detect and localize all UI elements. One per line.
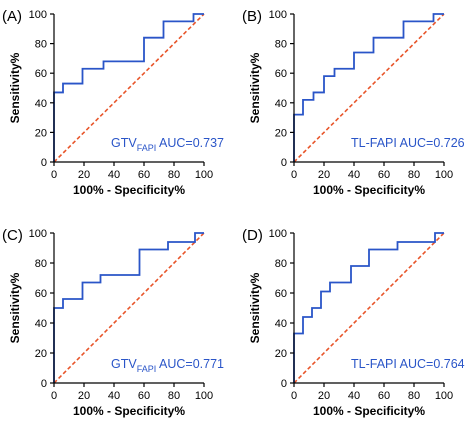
auc-label-main: TL-FAPI AUC=0.726 bbox=[351, 136, 465, 150]
x-tick-label: 80 bbox=[168, 169, 180, 181]
y-tick-label: 80 bbox=[35, 39, 47, 51]
auc-label-main: GTV bbox=[111, 136, 137, 150]
y-axis-label: Sensitivity% bbox=[8, 272, 22, 343]
roc-panel: (D) 0 20 40 60 80 100 0 20 40 60 80 100 100% - Specif… bbox=[242, 227, 465, 418]
panel-label: (C) bbox=[2, 227, 23, 244]
x-tick-label: 40 bbox=[348, 169, 360, 181]
panel-label: (A) bbox=[2, 8, 22, 25]
y-tick-label: 60 bbox=[275, 288, 287, 300]
x-axis-label: 100% - Specificity% bbox=[313, 183, 425, 197]
x-tick-label: 60 bbox=[378, 169, 390, 181]
y-tick-label: 40 bbox=[35, 98, 47, 110]
y-tick-label: 100 bbox=[29, 9, 47, 21]
y-tick-label: 60 bbox=[35, 288, 47, 300]
x-tick-label: 40 bbox=[108, 390, 120, 402]
auc-label-subscript: FAPI bbox=[137, 364, 157, 374]
roc-panel: (A) 0 20 40 60 80 100 0 20 40 60 80 100 100% - Specif… bbox=[2, 8, 224, 197]
auc-annotation: TL-FAPI AUC=0.764 bbox=[351, 357, 465, 371]
x-tick-label: 20 bbox=[78, 169, 90, 181]
y-tick-label: 80 bbox=[275, 258, 287, 270]
panel-label: (D) bbox=[242, 227, 263, 244]
roc-curve bbox=[293, 13, 444, 162]
auc-value: AUC=0.771 bbox=[156, 357, 224, 371]
x-tick-label: 80 bbox=[408, 390, 420, 402]
x-tick-label: 0 bbox=[51, 390, 57, 402]
x-tick-label: 100 bbox=[195, 169, 213, 181]
roc-curve bbox=[293, 232, 444, 383]
y-tick-label: 80 bbox=[275, 39, 287, 51]
y-tick-label: 20 bbox=[275, 127, 287, 139]
y-tick-label: 40 bbox=[35, 318, 47, 330]
x-axis-label: 100% - Specificity% bbox=[73, 404, 185, 418]
auc-label-main: GTV bbox=[111, 357, 137, 371]
auc-label-main: TL-FAPI AUC=0.764 bbox=[351, 357, 465, 371]
x-tick-label: 0 bbox=[51, 169, 57, 181]
y-tick-label: 40 bbox=[275, 318, 287, 330]
y-tick-label: 20 bbox=[35, 127, 47, 139]
reference-diagonal-line bbox=[293, 232, 445, 384]
x-axis-label: 100% - Specificity% bbox=[73, 183, 185, 197]
roc-curve bbox=[53, 232, 204, 383]
y-tick-label: 100 bbox=[269, 9, 287, 21]
roc-panel: (B) 0 20 40 60 80 100 0 20 40 60 80 100 100% - Specif… bbox=[242, 8, 465, 197]
y-axis-label: Sensitivity% bbox=[248, 52, 262, 123]
x-tick-label: 60 bbox=[138, 390, 150, 402]
x-tick-label: 40 bbox=[348, 390, 360, 402]
y-tick-label: 20 bbox=[35, 348, 47, 360]
reference-diagonal-line bbox=[293, 13, 445, 163]
y-tick-label: 0 bbox=[41, 378, 47, 390]
y-tick-label: 60 bbox=[275, 68, 287, 80]
y-tick-label: 100 bbox=[29, 228, 47, 240]
reference-diagonal-line bbox=[53, 13, 205, 163]
x-tick-label: 100 bbox=[435, 169, 453, 181]
auc-label-subscript: FAPI bbox=[137, 143, 157, 153]
y-tick-label: 0 bbox=[281, 378, 287, 390]
reference-diagonal-line bbox=[53, 232, 205, 384]
x-tick-label: 0 bbox=[291, 390, 297, 402]
x-tick-label: 80 bbox=[408, 169, 420, 181]
x-tick-label: 100 bbox=[195, 390, 213, 402]
x-tick-label: 20 bbox=[318, 390, 330, 402]
roc-panel: (C) 0 20 40 60 80 100 0 20 40 60 80 100 100% - Specif… bbox=[2, 227, 224, 418]
x-tick-label: 40 bbox=[108, 169, 120, 181]
x-tick-label: 60 bbox=[138, 169, 150, 181]
x-tick-label: 0 bbox=[291, 169, 297, 181]
x-tick-label: 100 bbox=[435, 390, 453, 402]
auc-value: AUC=0.737 bbox=[156, 136, 224, 150]
y-tick-label: 20 bbox=[275, 348, 287, 360]
x-tick-label: 60 bbox=[378, 390, 390, 402]
y-axis-label: Sensitivity% bbox=[8, 52, 22, 123]
x-tick-label: 20 bbox=[78, 390, 90, 402]
y-tick-label: 0 bbox=[281, 157, 287, 169]
roc-curve bbox=[53, 13, 204, 162]
auc-annotation: GTVFAPI AUC=0.737 bbox=[111, 136, 224, 153]
y-axis-label: Sensitivity% bbox=[248, 272, 262, 343]
x-axis-label: 100% - Specificity% bbox=[313, 404, 425, 418]
auc-annotation: GTVFAPI AUC=0.771 bbox=[111, 357, 224, 374]
y-tick-label: 100 bbox=[269, 228, 287, 240]
y-tick-label: 40 bbox=[275, 98, 287, 110]
y-tick-label: 0 bbox=[41, 157, 47, 169]
x-tick-label: 80 bbox=[168, 390, 180, 402]
y-tick-label: 60 bbox=[35, 68, 47, 80]
auc-annotation: TL-FAPI AUC=0.726 bbox=[351, 136, 465, 150]
y-tick-label: 80 bbox=[35, 258, 47, 270]
panel-label: (B) bbox=[242, 8, 262, 25]
x-tick-label: 20 bbox=[318, 169, 330, 181]
